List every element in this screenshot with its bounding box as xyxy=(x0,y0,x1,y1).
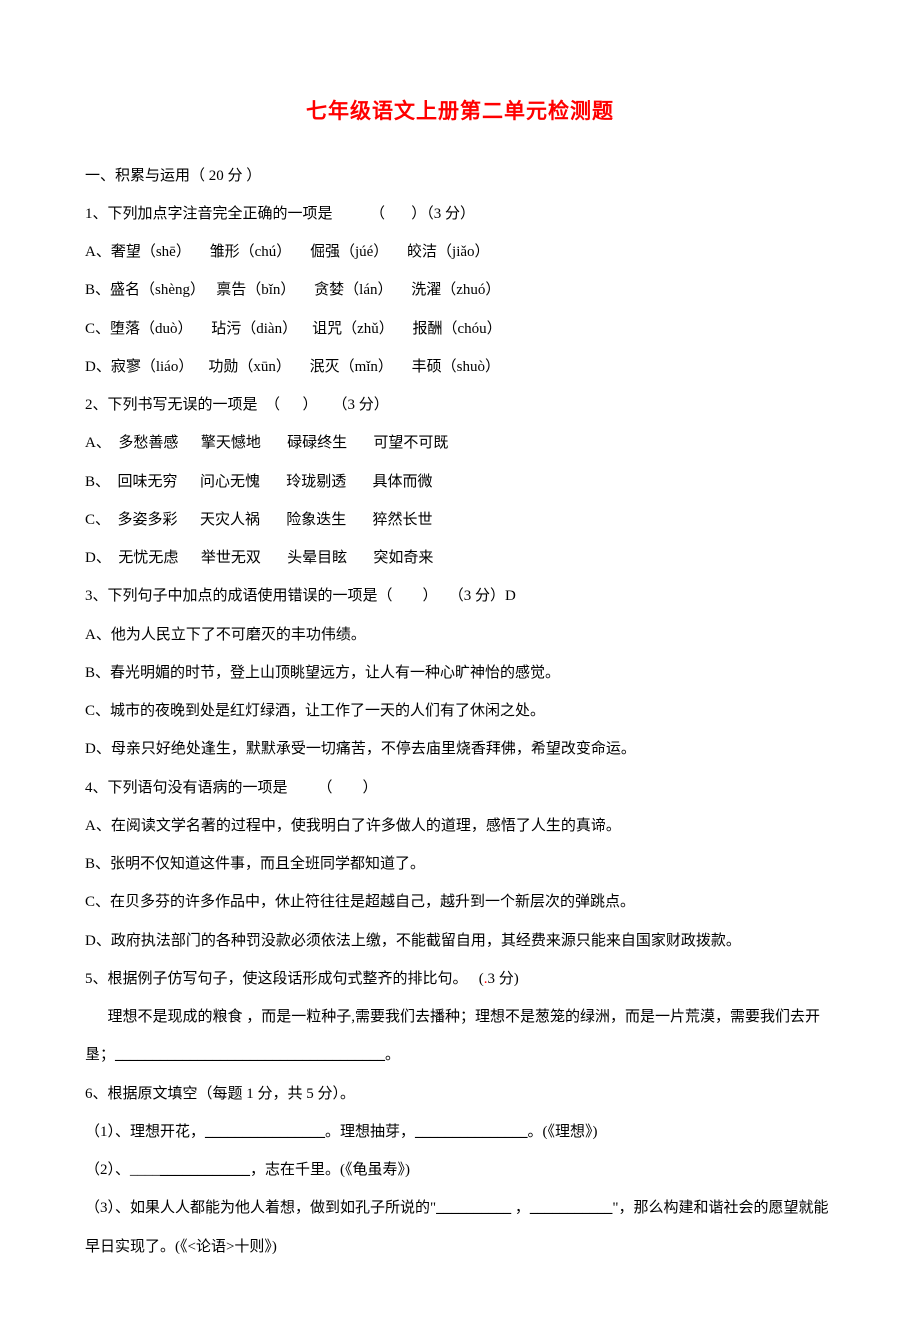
question-2-option-a: A、 多愁善感 擎天憾地 碌碌终生 可望不可既 xyxy=(85,424,835,462)
question-3-option-a: A、他为人民立下了不可磨灭的丰功伟绩。 xyxy=(85,616,835,654)
q6-3-text-c: ， xyxy=(511,1200,530,1216)
question-1-option-b: B、盛名（shèng） 禀告（bǐn） 贪婪（lán） 洗濯（zhuó） xyxy=(85,271,835,309)
question-2: 2、下列书写无误的一项是 （ ） （3 分） xyxy=(85,386,835,424)
section-heading: 一、积累与运用（ 20 分 ） xyxy=(85,157,835,195)
question-4-option-c: C、在贝多芬的许多作品中，休止符往往是超越自己，越升到一个新层次的弹跳点。 xyxy=(85,883,835,921)
q6-1-text-c: 。理想抽芽， xyxy=(325,1124,415,1140)
question-1: 1、下列加点字注音完全正确的一项是 （ ）（3 分） xyxy=(85,195,835,233)
question-1-option-c: C、堕落（duò） 玷污（diàn） 诅咒（zhǔ） 报酬（chóu） xyxy=(85,310,835,348)
blank-line: _______________ xyxy=(415,1113,528,1151)
question-4-option-a: A、在阅读文学名著的过程中，使我明白了许多做人的道理，感悟了人生的真谛。 xyxy=(85,807,835,845)
question-2-option-d: D、 无忧无虑 举世无双 头晕目眩 突如奇来 xyxy=(85,539,835,577)
question-6: 6、根据原文填空（每题 1 分，共 5 分）。 xyxy=(85,1075,835,1113)
blank-line: ___________ xyxy=(530,1189,613,1227)
question-2-option-c: C、 多姿多彩 天灾人祸 险象迭生 猝然长世 xyxy=(85,501,835,539)
document-page: 七年级语文上册第二单元检测题 一、积累与运用（ 20 分 ） 1、下列加点字注音… xyxy=(0,0,920,1326)
q6-3-text-a: （3）、如果人人都能为他人着想，做到如孔子所说的" xyxy=(85,1200,436,1216)
blank-line: ____________________________________ xyxy=(115,1036,385,1074)
question-2-option-b: B、 回味无穷 问心无愧 玲珑剔透 具体而微 xyxy=(85,463,835,501)
question-3-option-b: B、春光明媚的时节，登上山顶眺望远方，让人有一种心旷神怡的感觉。 xyxy=(85,654,835,692)
question-4: 4、下列语句没有语病的一项是 （ ） xyxy=(85,769,835,807)
question-3-option-c: C、城市的夜晚到处是红灯绿酒，让工作了一天的人们有了休闲之处。 xyxy=(85,692,835,730)
question-4-option-d: D、政府执法部门的各种罚没款必须依法上缴，不能截留自用，其经费来源只能来自国家财… xyxy=(85,922,835,960)
period: 。 xyxy=(385,1047,400,1063)
blank-line: ________________ xyxy=(205,1113,325,1151)
q6-1-text-e: 。(《理想》) xyxy=(528,1124,598,1140)
q6-1-text-a: （1）、理想开花， xyxy=(85,1124,205,1140)
question-3: 3、下列句子中加点的成语使用错误的一项是（ ） （3 分）D xyxy=(85,577,835,615)
document-title: 七年级语文上册第二单元检测题 xyxy=(85,85,835,139)
question-1-option-a: A、奢望（shē） 雏形（chú） 倔强（júé） 皎洁（jiǎo） xyxy=(85,233,835,271)
question-6-2: （2）、________________，志在千里。(《龟虽寿》) xyxy=(85,1151,835,1189)
question-5-text: 5、根据例子仿写句子，使这段话形成句式整齐的排比句。 ( xyxy=(85,971,484,987)
q6-2-text-a: （2）、____ xyxy=(85,1162,160,1178)
question-6-1: （1）、理想开花，________________。理想抽芽，_________… xyxy=(85,1113,835,1151)
q6-2-text-c: ，志在千里。(《龟虽寿》) xyxy=(250,1162,410,1178)
question-5-body: 理想不是现成的粮食 ，而是一粒种子,需要我们去播种；理想不是葱笼的绿洲，而是一片… xyxy=(85,998,835,1075)
question-4-option-b: B、张明不仅知道这件事，而且全班同学都知道了。 xyxy=(85,845,835,883)
question-5: 5、根据例子仿写句子，使这段话形成句式整齐的排比句。 (.3 分) xyxy=(85,960,835,998)
question-6-3: （3）、如果人人都能为他人着想，做到如孔子所说的"__________ ，___… xyxy=(85,1189,835,1266)
blank-line: __________ xyxy=(436,1189,511,1227)
blank-line: ____________ xyxy=(160,1151,250,1189)
question-1-option-d: D、寂寥（liáo） 功勋（xūn） 泯灭（mǐn） 丰硕（shuò） xyxy=(85,348,835,386)
question-5-tail: 3 分) xyxy=(488,971,519,987)
question-3-option-d: D、母亲只好绝处逢生，默默承受一切痛苦，不停去庙里烧香拜佛，希望改变命运。 xyxy=(85,730,835,768)
